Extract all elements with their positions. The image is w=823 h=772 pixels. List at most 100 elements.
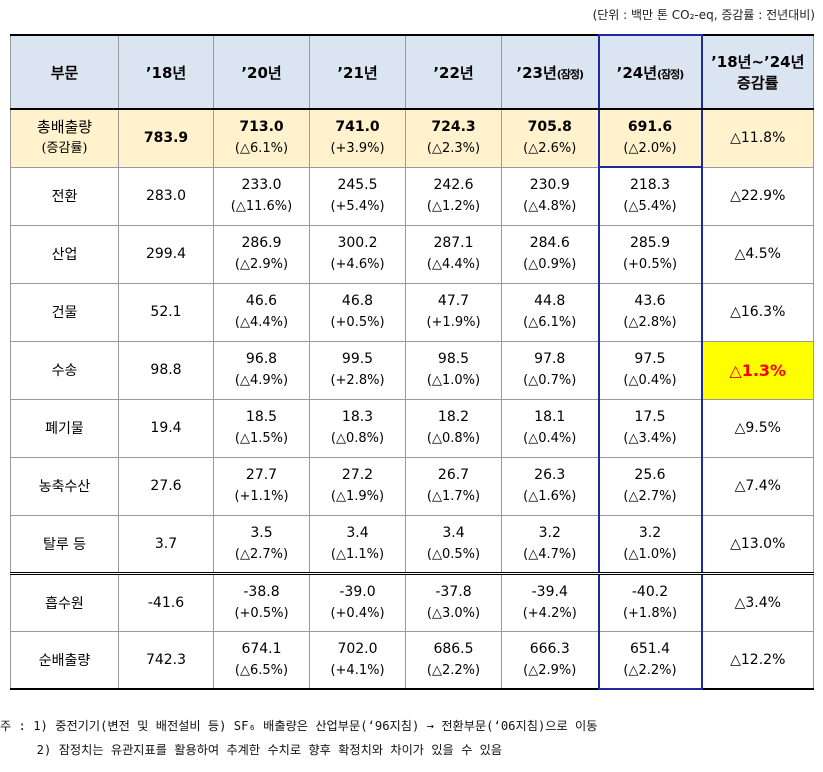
cell-2018: -41.6 xyxy=(118,571,214,632)
cell-change: (+2.8%) xyxy=(330,373,385,388)
cell-2024: 25.6 (△2.7%) xyxy=(597,456,703,516)
table-row: 수송 98.8 96.8 (△4.9%) 99.5 (+2.8%) 98.5 (△1.0%) 9… xyxy=(10,340,814,400)
table-row: 전환 283.0 233.0 (△11.6%) 245.5 (+5.4%) 242.6 (△1… xyxy=(10,166,814,226)
cell-change: (△0.4%) xyxy=(523,431,577,446)
cell-2018: 19.4 xyxy=(118,398,214,458)
cell-change: (△3.0%) xyxy=(426,605,481,621)
header-2023: ’23년(잠정) xyxy=(501,34,599,110)
cell-change: (△6.1%) xyxy=(234,141,289,157)
cell-2020: -38.8 (+0.5%) xyxy=(213,571,310,632)
cell-change: (△1.7%) xyxy=(426,489,481,504)
cell-rate: △4.5% xyxy=(701,224,814,284)
cell-change: (+5.4%) xyxy=(330,199,385,214)
cell-2021: 702.0 (+4.1%) xyxy=(309,630,406,690)
cell-value: 230.9 xyxy=(529,177,570,193)
header-2023-tag: (잠정) xyxy=(556,67,584,81)
cell-value: 3.4 xyxy=(346,524,369,541)
cell-change: (△4.9%) xyxy=(234,373,289,388)
cell-value: 3.7 xyxy=(154,535,178,552)
cell-change: (+1.8%) xyxy=(622,605,678,621)
cell-value: 283.0 xyxy=(145,188,187,204)
cell-value: 46.8 xyxy=(341,293,374,309)
cell-change: (△2.8%) xyxy=(623,315,677,330)
cell-value: 27.2 xyxy=(341,467,374,483)
row-label: 수송 xyxy=(10,340,119,400)
header-row: 부문 ’18년 ’20년 ’21년 ’22년 ’23년(잠정) ’24년(잠정)… xyxy=(10,34,814,110)
cell-2024: 3.2 (△1.0%) xyxy=(597,514,703,574)
cell-change: (+0.5%) xyxy=(330,315,385,330)
cell-change: (△0.9%) xyxy=(523,257,577,272)
cell-2018: 299.4 xyxy=(118,224,214,284)
cell-change: (△2.6%) xyxy=(523,141,577,157)
row-label: 총배출량 (증감률) xyxy=(10,108,119,168)
sector-rows: 전환 283.0 233.0 (△11.6%) 245.5 (+5.4%) 242.6 (△1… xyxy=(10,166,814,690)
cell-2023: 230.9 (△4.8%) xyxy=(501,166,599,226)
cell-rate: △11.8% xyxy=(701,108,814,168)
header-sector: 부문 xyxy=(10,34,119,110)
cell-2022: 242.6 (△1.2%) xyxy=(405,166,502,226)
row-label: 산업 xyxy=(10,224,119,284)
cell-value: 299.4 xyxy=(145,246,187,262)
cell-change: (△4.7%) xyxy=(523,546,577,562)
cell-2021: 741.0 (+3.9%) xyxy=(309,108,406,168)
header-rate-line1: ’18년~’24년 xyxy=(711,53,805,71)
footnote-2: 2) 잠정치는 유관지표를 활용하여 추계한 수치로 향후 확정치와 차이가 있… xyxy=(0,743,503,757)
header-2024: ’24년(잠정) xyxy=(597,34,703,110)
header-2022: ’22년 xyxy=(405,34,502,110)
cell-value: 3.5 xyxy=(250,524,273,541)
cell-2024: 97.5 (△0.4%) xyxy=(597,340,703,400)
cell-2023: 44.8 (△6.1%) xyxy=(501,282,599,342)
cell-change: (△1.5%) xyxy=(234,431,289,446)
cell-change: (△2.9%) xyxy=(523,662,577,678)
header-2023-label: ’23년 xyxy=(516,63,557,82)
cell-value: -39.0 xyxy=(339,583,376,600)
cell-change: (△2.2%) xyxy=(623,662,677,678)
cell-value: 651.4 xyxy=(629,640,671,657)
cell-2022: 18.2 (△0.8%) xyxy=(405,398,502,458)
cell-change: (△2.9%) xyxy=(234,257,289,272)
cell-value: 46.6 xyxy=(245,293,278,309)
unit-note: (단위 : 백만 톤 CO₂-eq, 증감률 : 전년대비) xyxy=(592,8,815,22)
cell-2021: 3.4 (△1.1%) xyxy=(309,514,406,574)
cell-2020: 46.6 (△4.4%) xyxy=(213,282,310,342)
table-row-total: 총배출량 (증감률) 783.9 713.0 (△6.1%) 741.0 (+3.9%… xyxy=(10,108,814,168)
cell-change: (+4.2%) xyxy=(522,605,577,621)
cell-value: 691.6 xyxy=(627,119,673,135)
cell-change: (+0.5%) xyxy=(234,605,289,621)
cell-value: -40.2 xyxy=(631,583,669,600)
cell-2024: 218.3 (△5.4%) xyxy=(597,166,703,226)
cell-value: 218.3 xyxy=(629,177,671,194)
table-row: 농축수산 27.6 27.7 (+1.1%) 27.2 (△1.9%) 26.7 (△1.7%… xyxy=(10,456,814,516)
header-2024-label: ’24년 xyxy=(616,63,658,82)
cell-2020: 18.5 (△1.5%) xyxy=(213,398,310,458)
cell-value: 741.0 xyxy=(335,119,380,136)
row-label-text: 총배출량 xyxy=(36,118,93,137)
cell-2023: 3.2 (△4.7%) xyxy=(501,514,599,574)
cell-change: (△1.0%) xyxy=(623,546,677,562)
cell-change: (+4.6%) xyxy=(330,257,385,272)
cell-value: 96.8 xyxy=(245,351,278,367)
cell-value: 233.0 xyxy=(241,177,282,193)
cell-2018: 52.1 xyxy=(118,282,214,342)
cell-change: (+4.1%) xyxy=(330,662,385,678)
row-label-sub: (증감률) xyxy=(41,141,88,157)
cell-change: (△0.8%) xyxy=(426,431,481,446)
cell-2024: -40.2 (+1.8%) xyxy=(597,571,703,632)
cell-2024: 651.4 (△2.2%) xyxy=(597,630,703,690)
cell-value: 674.1 xyxy=(241,640,282,657)
table-row: 폐기물 19.4 18.5 (△1.5%) 18.3 (△0.8%) 18.2 (△0.8%)… xyxy=(10,398,814,458)
cell-2022: 47.7 (+1.9%) xyxy=(405,282,502,342)
cell-value: -38.8 xyxy=(243,583,280,600)
cell-change: (△5.4%) xyxy=(623,199,677,215)
cell-2023: 18.1 (△0.4%) xyxy=(501,398,599,458)
cell-value: 702.0 xyxy=(337,640,378,657)
footnotes: 주 : 1) 중전기기(변전 및 배전설비 등) SF₆ 배출량은 산업부문(‘… xyxy=(0,714,597,762)
cell-2021: 99.5 (+2.8%) xyxy=(309,340,406,400)
cell-value: 286.9 xyxy=(241,235,282,251)
cell-change: (△1.9%) xyxy=(330,489,385,504)
cell-rate: △12.2% xyxy=(701,630,814,690)
header-2024-tag: (잠정) xyxy=(657,67,684,81)
table-row: 산업 299.4 286.9 (△2.9%) 300.2 (+4.6%) 287.1 (△4.… xyxy=(10,224,814,284)
header-rate-line2: 증감률 xyxy=(737,74,779,92)
cell-value: 686.5 xyxy=(433,640,474,657)
